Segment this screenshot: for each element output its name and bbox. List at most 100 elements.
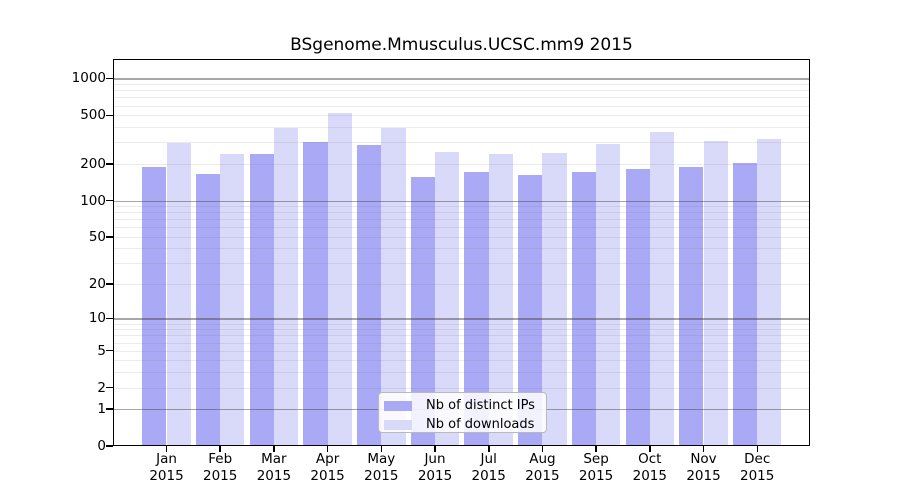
minor-gridline bbox=[113, 115, 810, 117]
bar-distinct-ips-apr bbox=[303, 141, 328, 446]
x-tick-mark bbox=[380, 446, 383, 452]
bar-distinct-ips-feb bbox=[195, 174, 221, 446]
x-tick-mark bbox=[165, 446, 168, 452]
minor-gridline bbox=[113, 206, 810, 207]
minor-gridline bbox=[113, 329, 810, 331]
y-tick-mark bbox=[106, 236, 113, 238]
month-label: Apr bbox=[315, 451, 340, 467]
x-tick-mark bbox=[326, 446, 329, 452]
major-gridline bbox=[113, 78, 810, 80]
x-tick-label-may: May 2015 bbox=[348, 451, 414, 484]
minor-gridline bbox=[113, 142, 810, 144]
chart-title: BSgenome.Mmusculus.UCSC.mm9 2015 bbox=[290, 35, 633, 55]
bar-distinct-ips-sep bbox=[571, 171, 597, 446]
y-tick-label: 200 bbox=[80, 155, 106, 172]
bar-downloads-jan bbox=[166, 143, 191, 446]
y-tick-label: 0 bbox=[97, 438, 106, 454]
minor-gridline bbox=[113, 127, 810, 129]
month-label: Jul bbox=[480, 451, 497, 467]
y-tick-label: 100 bbox=[80, 192, 106, 209]
year-label: 2015 bbox=[149, 467, 184, 484]
y-tick-mark bbox=[106, 283, 113, 285]
minor-gridline bbox=[113, 360, 810, 362]
bar-distinct-ips-may bbox=[357, 145, 382, 446]
bar-distinct-ips-dec bbox=[732, 163, 758, 446]
year-label: 2015 bbox=[578, 467, 614, 484]
bar-downloads-sep bbox=[596, 144, 621, 446]
minor-gridline bbox=[113, 227, 810, 229]
bar-downloads-nov bbox=[703, 141, 728, 446]
minor-gridline bbox=[113, 105, 810, 107]
y-tick-mark bbox=[106, 163, 113, 165]
month-label: Sep bbox=[583, 451, 609, 467]
month-label: Dec bbox=[744, 451, 771, 467]
legend-label-downloads: Nb of downloads bbox=[426, 417, 535, 432]
year-label: 2015 bbox=[417, 467, 453, 484]
major-gridline bbox=[113, 200, 810, 202]
minor-gridline bbox=[113, 387, 810, 389]
legend-swatch-distinct-ips-icon bbox=[384, 400, 412, 411]
minor-gridline bbox=[113, 263, 810, 265]
year-label: 2015 bbox=[310, 467, 345, 484]
x-tick-label-feb: Feb 2015 bbox=[187, 451, 253, 484]
month-label: Nov bbox=[690, 451, 717, 467]
legend-label-distinct-ips: Nb of distinct IPs bbox=[426, 398, 535, 413]
minor-gridline bbox=[113, 90, 810, 92]
year-label: 2015 bbox=[203, 467, 238, 484]
bar-downloads-mar bbox=[273, 127, 299, 446]
major-gridline bbox=[113, 318, 810, 320]
minor-gridline bbox=[113, 284, 810, 285]
year-label: 2015 bbox=[364, 467, 399, 484]
y-tick-mark bbox=[106, 445, 113, 447]
minor-gridline bbox=[113, 335, 810, 337]
month-label: May bbox=[367, 451, 396, 467]
y-tick-mark bbox=[106, 199, 113, 202]
month-label: Jan bbox=[156, 451, 177, 467]
legend-item-distinct-ips: Nb of distinct IPs bbox=[384, 397, 546, 414]
bar-downloads-dec bbox=[757, 139, 782, 446]
year-label: 2015 bbox=[686, 467, 721, 484]
month-label: Mar bbox=[261, 451, 287, 467]
x-tick-mark bbox=[488, 446, 490, 452]
x-tick-label-jul: Jul 2015 bbox=[456, 451, 522, 484]
month-label: Aug bbox=[529, 451, 556, 467]
x-tick-mark bbox=[434, 446, 436, 452]
y-tick-label: 1000 bbox=[71, 70, 106, 87]
x-tick-label-nov: Nov 2015 bbox=[671, 451, 737, 484]
year-label: 2015 bbox=[740, 467, 775, 484]
minor-gridline bbox=[113, 342, 810, 344]
x-tick-label-mar: Mar 2015 bbox=[241, 451, 307, 484]
legend: Nb of distinct IPs Nb of downloads bbox=[378, 392, 547, 433]
y-tick-mark bbox=[106, 408, 113, 410]
y-tick-label: 10 bbox=[88, 310, 106, 327]
bar-downloads-oct bbox=[649, 132, 675, 446]
month-label: Feb bbox=[208, 451, 233, 467]
y-tick-label: 2 bbox=[97, 379, 106, 396]
minor-gridline bbox=[113, 97, 810, 99]
year-label: 2015 bbox=[256, 467, 292, 484]
bar-downloads-apr bbox=[327, 113, 352, 446]
x-tick-label-dec: Dec 2015 bbox=[724, 451, 790, 484]
legend-item-downloads: Nb of downloads bbox=[384, 416, 546, 433]
y-tick-mark bbox=[106, 386, 113, 389]
x-tick-mark bbox=[273, 446, 275, 452]
minor-gridline bbox=[113, 219, 810, 221]
minor-gridline bbox=[113, 323, 810, 325]
x-tick-mark bbox=[219, 446, 221, 452]
y-tick-label: 1 bbox=[97, 401, 106, 418]
x-tick-label-jun: Jun 2015 bbox=[402, 451, 468, 484]
x-tick-label-sep: Sep 2015 bbox=[563, 451, 629, 484]
year-label: 2015 bbox=[471, 467, 506, 484]
year-label: 2015 bbox=[632, 467, 667, 484]
x-tick-mark bbox=[756, 446, 758, 452]
bar-distinct-ips-jan bbox=[142, 167, 167, 446]
bar-downloads-feb bbox=[220, 154, 245, 446]
bar-distinct-ips-mar bbox=[249, 153, 274, 446]
minor-gridline bbox=[113, 236, 810, 238]
plot-frame bbox=[113, 59, 810, 446]
x-tick-mark bbox=[595, 446, 597, 452]
legend-swatch-downloads-icon bbox=[384, 419, 412, 430]
bar-distinct-ips-nov bbox=[679, 166, 704, 446]
y-tick-mark bbox=[106, 349, 113, 352]
